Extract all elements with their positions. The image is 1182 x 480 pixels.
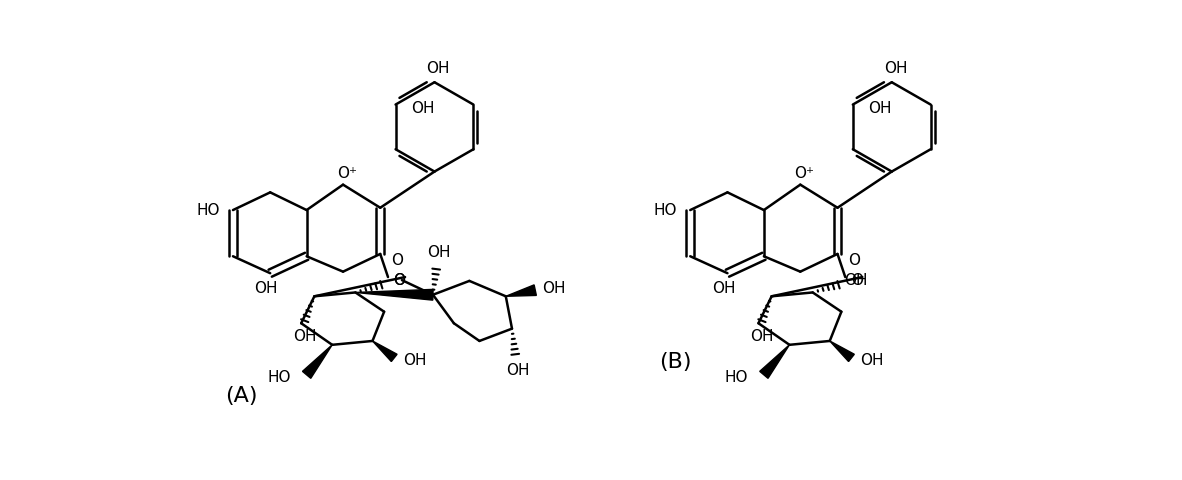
Polygon shape	[356, 289, 433, 300]
Text: HO: HO	[725, 370, 748, 384]
Text: O: O	[394, 274, 405, 288]
Text: O: O	[392, 273, 405, 288]
Text: OH: OH	[293, 329, 317, 344]
Polygon shape	[372, 341, 397, 361]
Polygon shape	[506, 285, 537, 296]
Polygon shape	[303, 345, 332, 378]
Text: OH: OH	[844, 273, 868, 288]
Text: O⁺: O⁺	[337, 166, 357, 180]
Text: OH: OH	[427, 61, 450, 76]
Text: OH: OH	[254, 281, 278, 296]
Text: (B): (B)	[660, 352, 691, 372]
Text: OH: OH	[543, 281, 566, 296]
Text: OH: OH	[869, 101, 891, 116]
Text: HO: HO	[654, 203, 677, 217]
Text: OH: OH	[506, 363, 530, 379]
Text: O: O	[391, 252, 403, 268]
Text: HO: HO	[268, 370, 291, 384]
Polygon shape	[760, 345, 790, 378]
Text: OH: OH	[860, 353, 884, 368]
Text: OH: OH	[403, 353, 427, 368]
Text: OH: OH	[751, 329, 774, 344]
Text: (A): (A)	[226, 386, 258, 407]
Text: HO: HO	[196, 203, 220, 217]
Polygon shape	[830, 341, 855, 361]
Text: O: O	[849, 252, 860, 268]
Text: OH: OH	[411, 101, 435, 116]
Text: OH: OH	[428, 245, 450, 260]
Text: OH: OH	[712, 281, 735, 296]
Text: O: O	[851, 274, 863, 288]
Text: O⁺: O⁺	[794, 166, 814, 180]
Text: OH: OH	[884, 61, 908, 76]
